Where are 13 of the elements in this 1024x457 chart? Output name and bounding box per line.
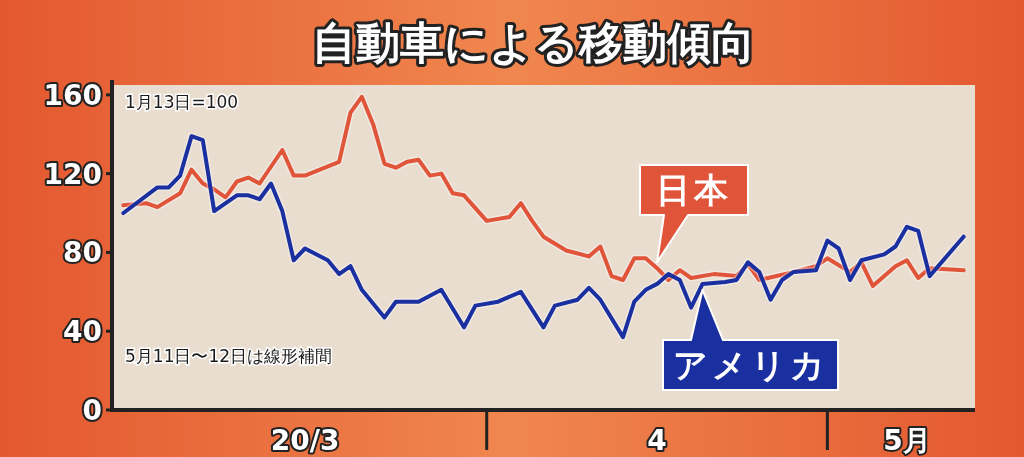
chart-title: 自動車による移動傾向 bbox=[312, 17, 755, 68]
series-label: アメリカ bbox=[672, 345, 829, 385]
annotation: 1月13日=100 bbox=[125, 92, 239, 112]
y-tick-label: 80 bbox=[63, 236, 102, 270]
y-tick-label: 0 bbox=[82, 394, 102, 427]
y-tick-label: 120 bbox=[43, 157, 102, 191]
y-tick-label: 160 bbox=[43, 78, 102, 112]
series-label: 日本 bbox=[656, 170, 732, 210]
x-tick-label: 5月 bbox=[883, 424, 931, 457]
y-tick-label: 40 bbox=[63, 315, 102, 349]
x-tick-label: 20/3 bbox=[270, 424, 340, 457]
x-tick-label: 4 bbox=[647, 424, 667, 457]
annotation: 5月11日〜12日は線形補間 bbox=[125, 346, 333, 366]
